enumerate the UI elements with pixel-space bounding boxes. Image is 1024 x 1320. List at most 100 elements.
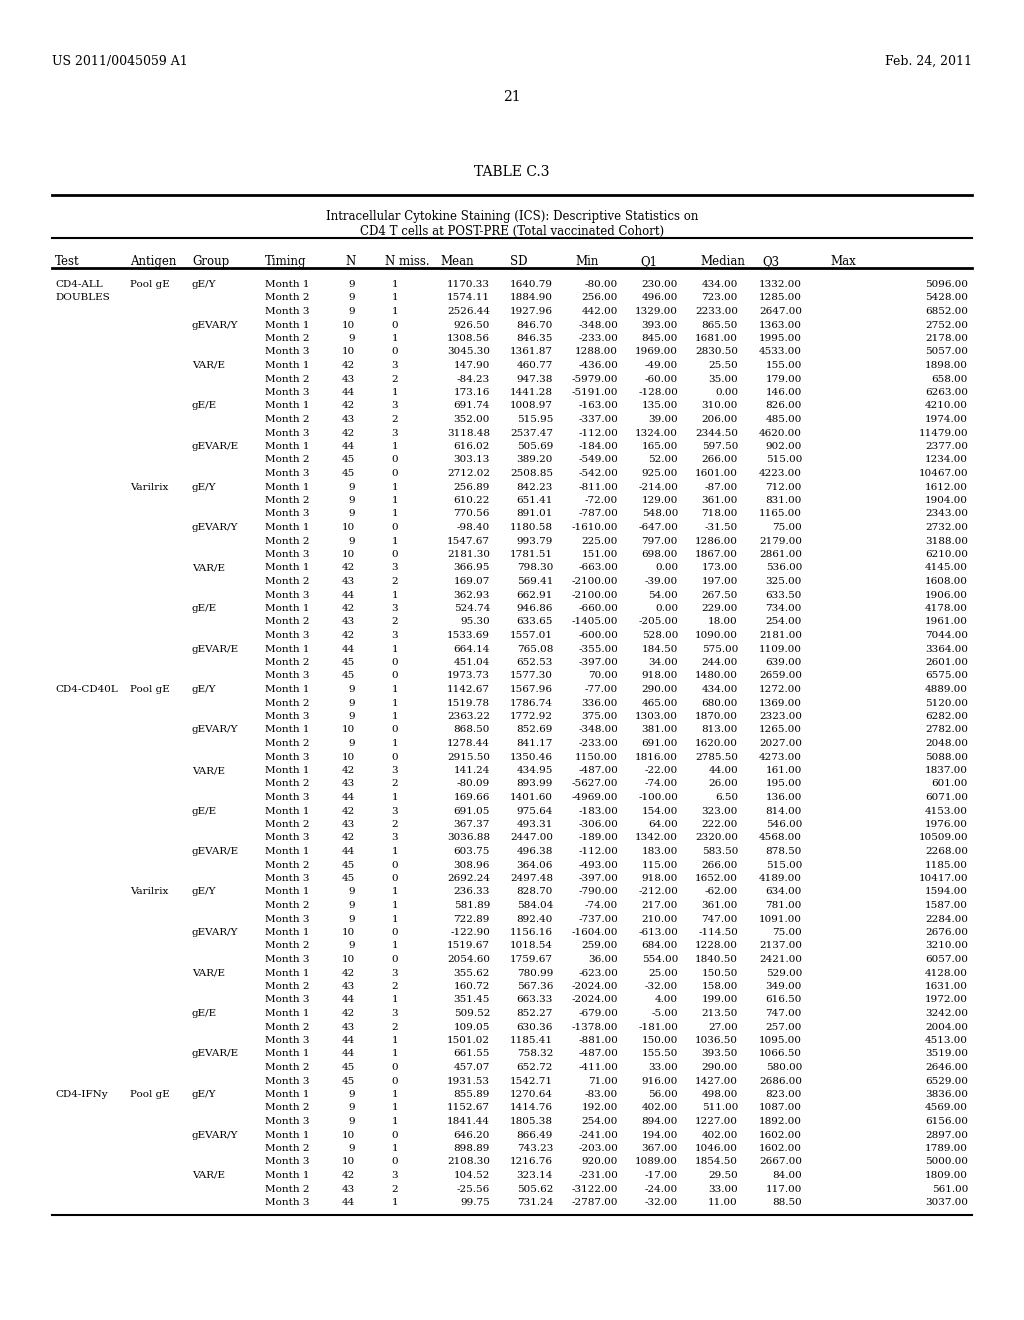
Text: 2421.00: 2421.00 (759, 954, 802, 964)
Text: 2344.50: 2344.50 (695, 429, 738, 437)
Text: Q1: Q1 (640, 255, 657, 268)
Text: 355.62: 355.62 (454, 969, 490, 978)
Text: 493.31: 493.31 (517, 820, 553, 829)
Text: 722.89: 722.89 (454, 915, 490, 924)
Text: 4569.00: 4569.00 (925, 1104, 968, 1113)
Text: -348.00: -348.00 (579, 726, 618, 734)
Text: 457.07: 457.07 (454, 1063, 490, 1072)
Text: gEVAR/E: gEVAR/E (193, 442, 240, 451)
Text: 36.00: 36.00 (588, 954, 618, 964)
Text: 1: 1 (391, 995, 398, 1005)
Text: 43: 43 (342, 982, 355, 991)
Text: 42: 42 (342, 360, 355, 370)
Text: Month 2: Month 2 (265, 739, 309, 748)
Text: 1567.96: 1567.96 (510, 685, 553, 694)
Text: 361.00: 361.00 (701, 496, 738, 506)
Text: Month 3: Month 3 (265, 1036, 309, 1045)
Text: Month 3: Month 3 (265, 1158, 309, 1167)
Text: 44: 44 (342, 847, 355, 855)
Text: 0: 0 (391, 861, 398, 870)
Text: 1904.00: 1904.00 (925, 496, 968, 506)
Text: Month 3: Month 3 (265, 1077, 309, 1085)
Text: 195.00: 195.00 (766, 780, 802, 788)
Text: 3045.30: 3045.30 (447, 347, 490, 356)
Text: 1: 1 (391, 536, 398, 545)
Text: -203.00: -203.00 (579, 1144, 618, 1152)
Text: 926.50: 926.50 (454, 321, 490, 330)
Text: 42: 42 (342, 833, 355, 842)
Text: 44: 44 (342, 995, 355, 1005)
Text: gE/E: gE/E (193, 807, 217, 816)
Text: 266.00: 266.00 (701, 861, 738, 870)
Text: 2646.00: 2646.00 (925, 1063, 968, 1072)
Text: 515.00: 515.00 (766, 861, 802, 870)
Text: 141.24: 141.24 (454, 766, 490, 775)
Text: 381.00: 381.00 (642, 726, 678, 734)
Text: 254.00: 254.00 (766, 618, 802, 627)
Text: 9: 9 (348, 1090, 355, 1100)
Text: -397.00: -397.00 (579, 874, 618, 883)
Text: 3: 3 (391, 969, 398, 978)
Text: 658.00: 658.00 (932, 375, 968, 384)
Text: 10509.00: 10509.00 (919, 833, 968, 842)
Text: Feb. 24, 2011: Feb. 24, 2011 (885, 55, 972, 69)
Text: 42: 42 (342, 564, 355, 573)
Text: 45: 45 (342, 1063, 355, 1072)
Text: 4128.00: 4128.00 (925, 969, 968, 978)
Text: 743.23: 743.23 (517, 1144, 553, 1152)
Text: 2712.02: 2712.02 (447, 469, 490, 478)
Text: 1278.44: 1278.44 (447, 739, 490, 748)
Text: 3: 3 (391, 833, 398, 842)
Text: 1640.79: 1640.79 (510, 280, 553, 289)
Text: 192.00: 192.00 (582, 1104, 618, 1113)
Text: 1892.00: 1892.00 (759, 1117, 802, 1126)
Text: 136.00: 136.00 (766, 793, 802, 803)
Text: 852.69: 852.69 (517, 726, 553, 734)
Text: -24.00: -24.00 (645, 1184, 678, 1193)
Text: 925.00: 925.00 (642, 469, 678, 478)
Text: 45: 45 (342, 861, 355, 870)
Text: 3210.00: 3210.00 (925, 941, 968, 950)
Text: 206.00: 206.00 (701, 414, 738, 424)
Text: Month 1: Month 1 (265, 644, 309, 653)
Text: 210.00: 210.00 (642, 915, 678, 924)
Text: 4568.00: 4568.00 (759, 833, 802, 842)
Text: 1: 1 (391, 1036, 398, 1045)
Text: 146.00: 146.00 (766, 388, 802, 397)
Text: Month 3: Month 3 (265, 915, 309, 924)
Text: 9: 9 (348, 483, 355, 491)
Text: Month 2: Month 2 (265, 861, 309, 870)
Text: gEVAR/Y: gEVAR/Y (193, 321, 239, 330)
Text: 1681.00: 1681.00 (695, 334, 738, 343)
Text: Month 1: Month 1 (265, 928, 309, 937)
Text: 42: 42 (342, 401, 355, 411)
Text: -5191.00: -5191.00 (571, 388, 618, 397)
Text: 3: 3 (391, 1008, 398, 1018)
Text: 290.00: 290.00 (642, 685, 678, 694)
Text: 892.40: 892.40 (517, 915, 553, 924)
Text: 1308.56: 1308.56 (447, 334, 490, 343)
Text: 71.00: 71.00 (588, 1077, 618, 1085)
Text: 1156.16: 1156.16 (510, 928, 553, 937)
Text: 6071.00: 6071.00 (925, 793, 968, 803)
Text: Month 2: Month 2 (265, 618, 309, 627)
Text: -5627.00: -5627.00 (571, 780, 618, 788)
Text: -77.00: -77.00 (585, 685, 618, 694)
Text: 634.00: 634.00 (766, 887, 802, 896)
Text: 75.00: 75.00 (772, 523, 802, 532)
Text: Month 1: Month 1 (265, 401, 309, 411)
Text: -493.00: -493.00 (579, 861, 618, 870)
Text: -84.23: -84.23 (457, 375, 490, 384)
Text: 680.00: 680.00 (701, 698, 738, 708)
Text: Month 3: Month 3 (265, 874, 309, 883)
Text: gE/E: gE/E (193, 1008, 217, 1018)
Text: 161.00: 161.00 (766, 766, 802, 775)
Text: 2233.00: 2233.00 (695, 308, 738, 315)
Text: 2861.00: 2861.00 (759, 550, 802, 558)
Text: 601.00: 601.00 (932, 780, 968, 788)
Text: -623.00: -623.00 (579, 969, 618, 978)
Text: 855.89: 855.89 (454, 1090, 490, 1100)
Text: 2179.00: 2179.00 (759, 536, 802, 545)
Text: 567.36: 567.36 (517, 982, 553, 991)
Text: 0.00: 0.00 (655, 564, 678, 573)
